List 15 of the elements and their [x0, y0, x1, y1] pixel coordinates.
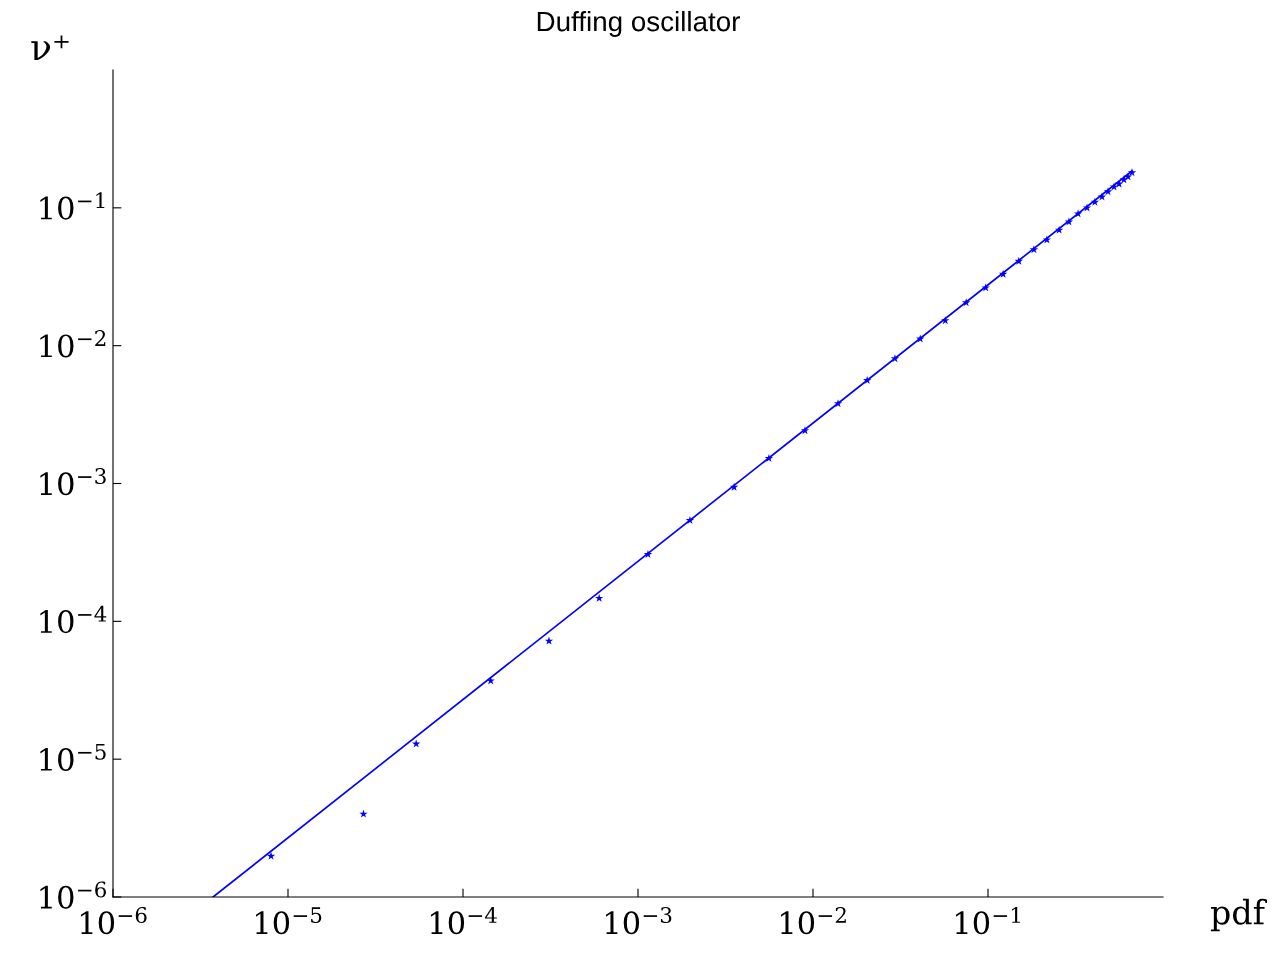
- chart-title: Duffing oscillator: [537, 10, 740, 37]
- x-tick-label: 10$^{−3}$: [605, 906, 672, 935]
- x-tick-label: 10$^{−4}$: [430, 906, 497, 935]
- y-tick-label: 10$^{−5}$: [40, 743, 106, 772]
- x-axis-title: pdf: [1210, 898, 1267, 932]
- y-tick-label: 10$^{−1}$: [40, 192, 105, 220]
- y-axis-title: ν⁺: [31, 35, 69, 60]
- y-tick-label: 10$^{−6}$: [40, 881, 106, 909]
- y-tick-label: 10$^{−2}$: [40, 330, 106, 358]
- x-tick-label: 10$^{−1}$: [955, 906, 1020, 935]
- y-tick-label: 10$^{−3}$: [40, 467, 106, 496]
- y-tick-label: 10$^{−4}$: [40, 605, 107, 634]
- x-tick-label: 10$^{−2}$: [780, 906, 846, 935]
- x-tick-label: 10$^{−5}$: [255, 907, 322, 935]
- x-tick-label: 10$^{−6}$: [80, 906, 147, 935]
